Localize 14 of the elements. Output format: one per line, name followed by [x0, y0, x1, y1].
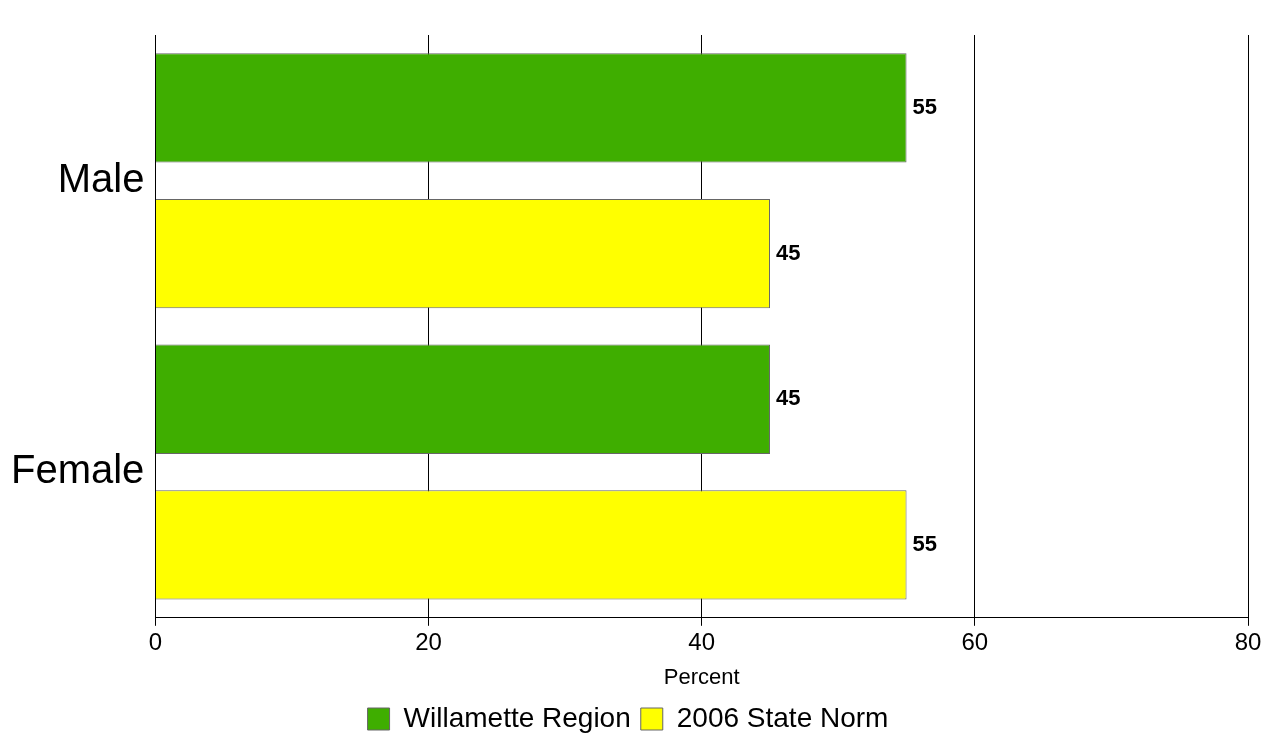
data-label: 55 [912, 93, 938, 119]
x-tick-label: 40 [688, 627, 716, 655]
data-label: 55 [912, 531, 938, 557]
data-label: 45 [775, 239, 801, 265]
y-tick-label: Male [57, 155, 145, 200]
y-tick-label: Female [10, 447, 145, 492]
x-tick-label: 0 [148, 627, 163, 655]
legend-label: Willamette Region [403, 701, 631, 733]
x-tick-label: 80 [1234, 627, 1262, 655]
x-axis-title: Percent [663, 663, 740, 689]
legend-label: 2006 State Norm [676, 701, 889, 733]
x-tick-label: 60 [961, 627, 989, 655]
x-tick-label: 20 [415, 627, 442, 655]
data-label: 45 [775, 385, 801, 411]
